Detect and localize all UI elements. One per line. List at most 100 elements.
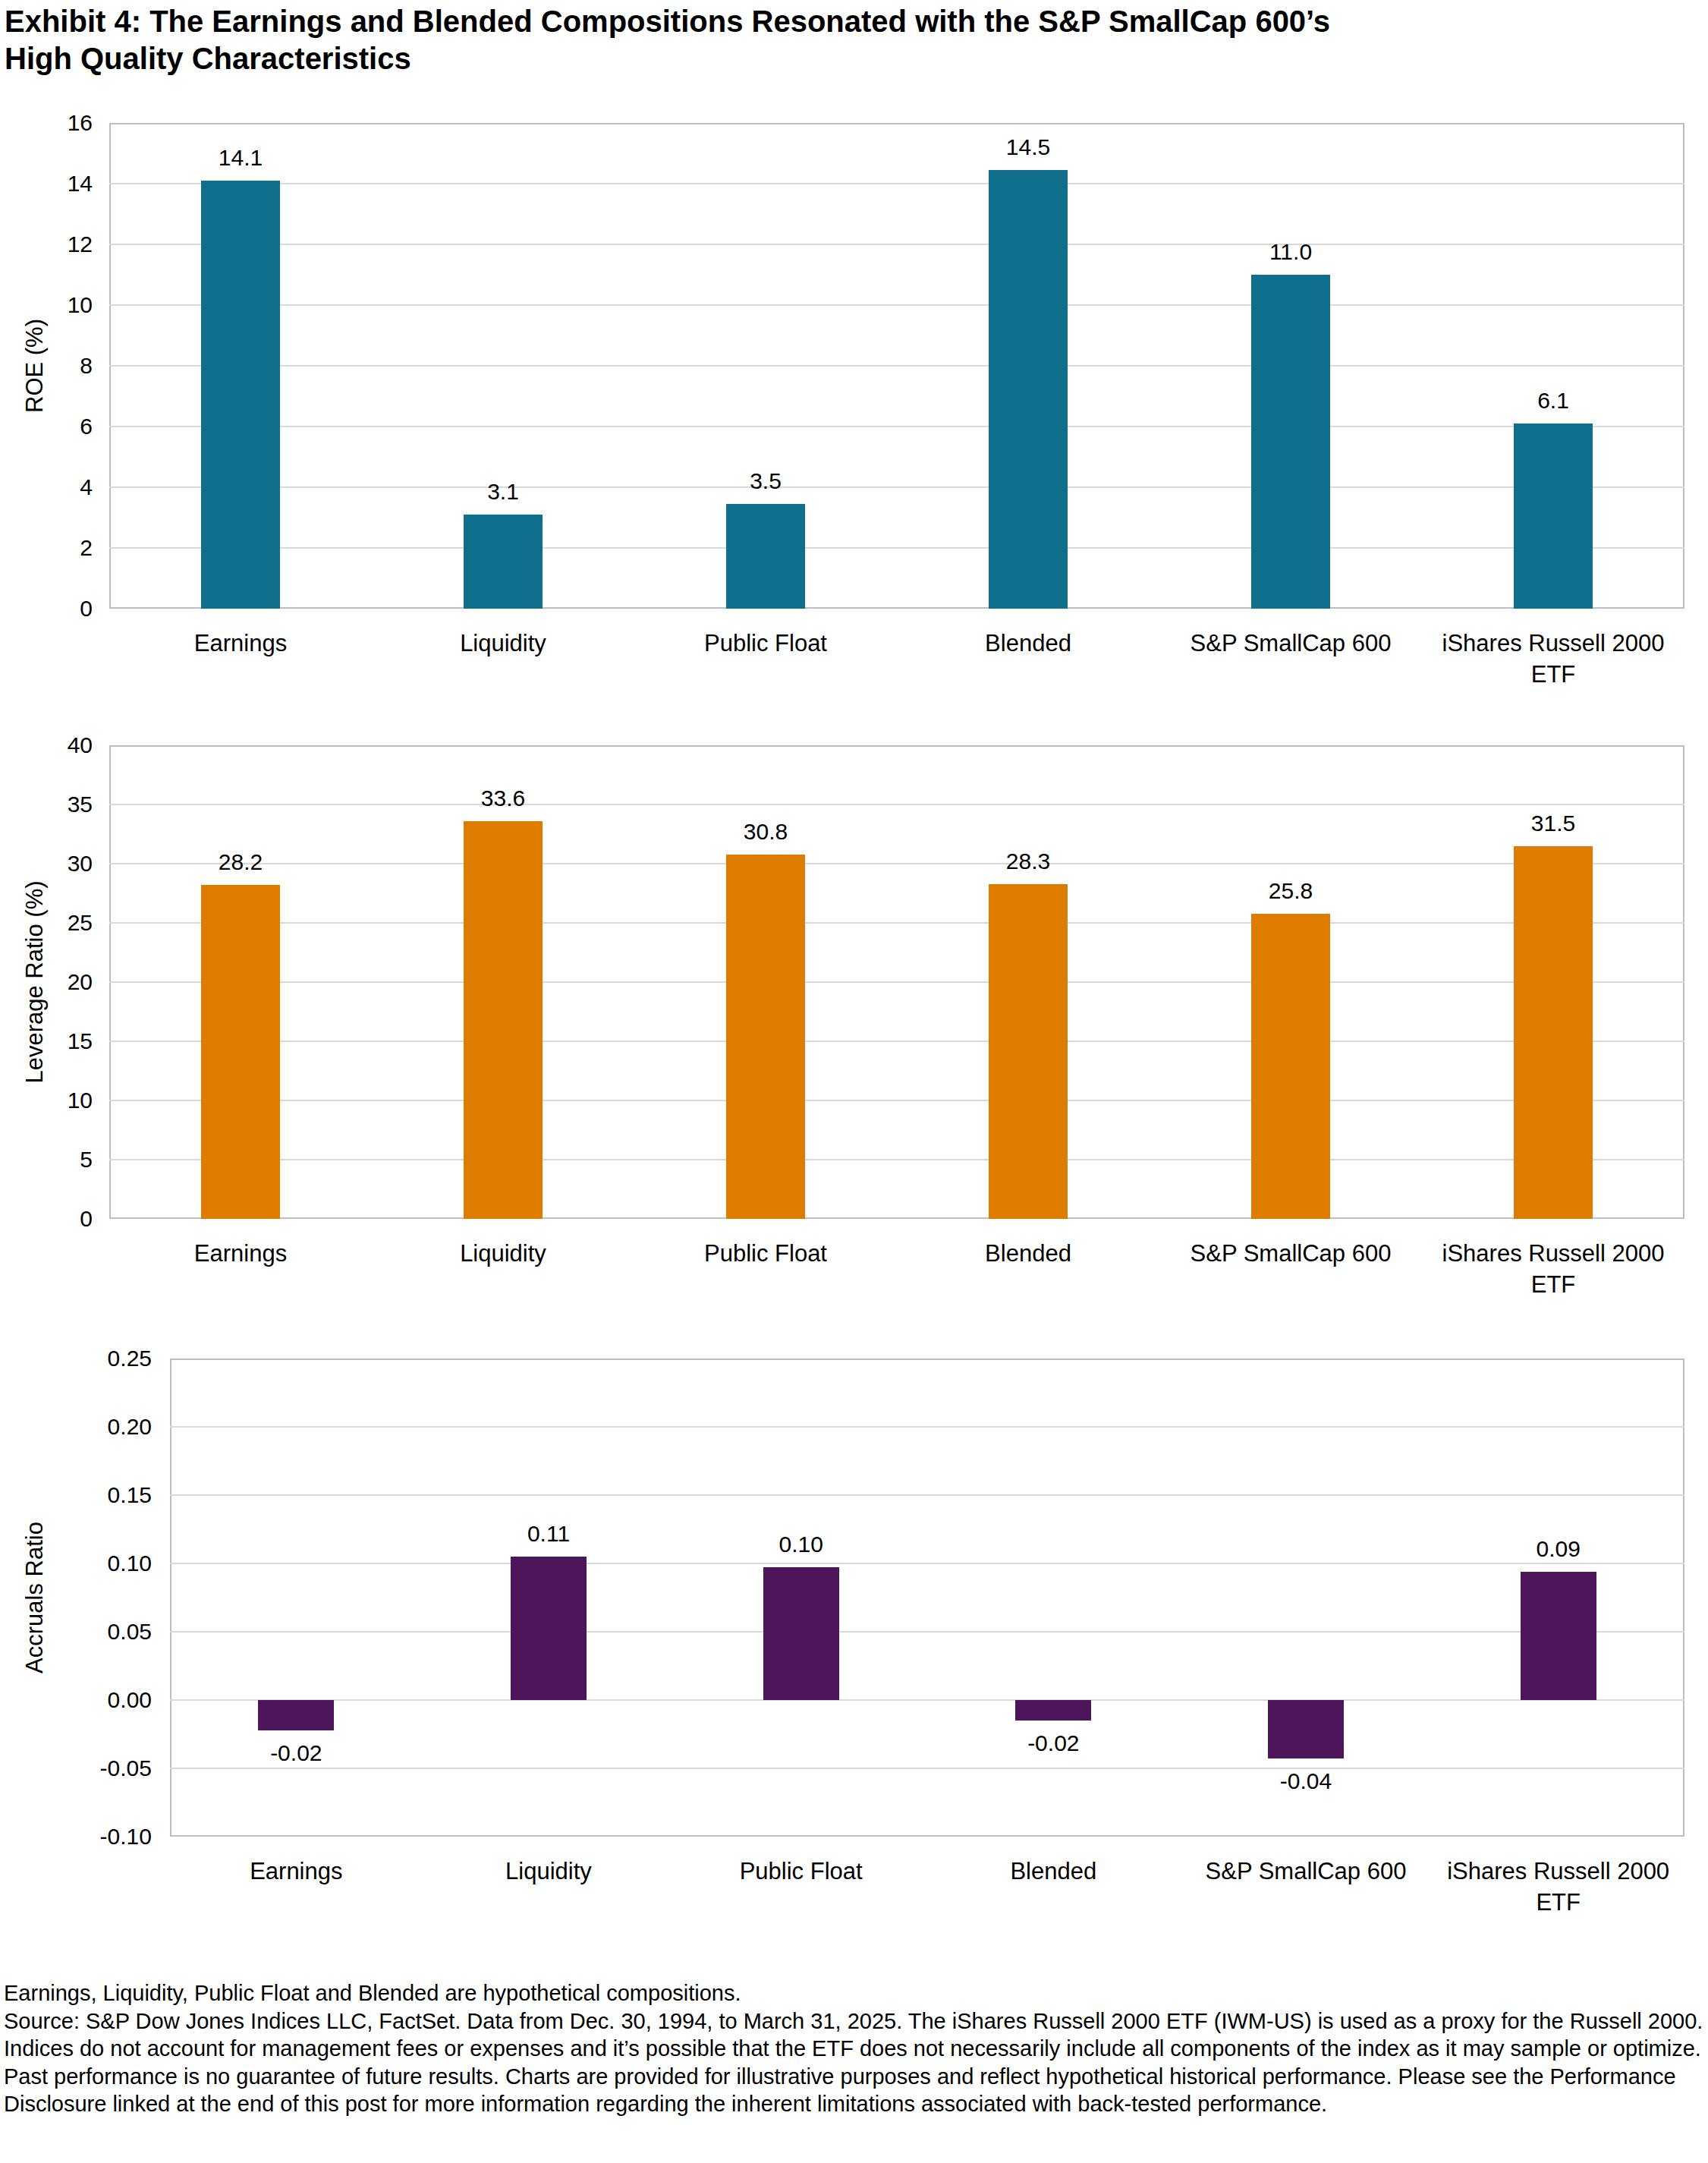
bar-value-label: -0.02 [212, 1740, 379, 1767]
page: Exhibit 4: The Earnings and Blended Comp… [0, 0, 1708, 2163]
bar-value-label: 3.5 [682, 468, 849, 495]
bar-value-label: -0.02 [970, 1730, 1137, 1757]
bar [726, 504, 805, 609]
y-tick-label: 0 [0, 1205, 93, 1233]
bar-value-label: 14.5 [945, 134, 1112, 161]
y-tick-label: -0.10 [0, 1823, 152, 1850]
y-tick-label: 4 [0, 474, 93, 501]
y-axis-title: ROE (%) [21, 319, 49, 413]
gridline [109, 863, 1684, 864]
y-tick-label: 0.20 [0, 1413, 152, 1440]
category-label: S&P SmallCap 600 [1180, 1856, 1433, 1888]
gridline [170, 1699, 1684, 1701]
bar-value-label: 11.0 [1207, 238, 1374, 266]
bar [989, 170, 1068, 609]
y-tick-label: 12 [0, 231, 93, 258]
y-tick-label: 0.15 [0, 1481, 152, 1509]
category-label: Public Float [634, 628, 897, 660]
category-label: iShares Russell 2000 ETF [1432, 1856, 1684, 1919]
footnote-block: Earnings, Liquidity, Public Float and Bl… [4, 1979, 1706, 2118]
gridline [109, 304, 1684, 306]
bar-value-label: 3.1 [420, 478, 587, 505]
category-label: Liquidity [423, 1856, 675, 1888]
gridline [170, 1494, 1684, 1496]
bar-value-label: 25.8 [1207, 877, 1374, 905]
gridline [109, 486, 1684, 488]
gridline [109, 365, 1684, 367]
category-label: Earnings [109, 1239, 372, 1270]
bar [989, 884, 1068, 1219]
gridline [109, 183, 1684, 184]
exhibit-title: Exhibit 4: The Earnings and Blended Comp… [5, 3, 1704, 77]
gridline [109, 981, 1684, 983]
category-label: iShares Russell 2000 ETF [1422, 628, 1684, 691]
bar [1251, 275, 1330, 609]
bar [464, 821, 543, 1219]
bar-value-label: 6.1 [1470, 387, 1637, 414]
gridline [109, 922, 1684, 924]
category-label: Blended [927, 1856, 1180, 1888]
bar-value-label: 0.09 [1475, 1535, 1642, 1563]
category-label: Public Float [634, 1239, 897, 1270]
bar [1268, 1700, 1344, 1758]
footnote-source: Source: S&P Dow Jones Indices LLC, FactS… [4, 2007, 1706, 2118]
y-axis-title: Leverage Ratio (%) [21, 880, 49, 1083]
category-label: Liquidity [372, 628, 634, 660]
bar [1514, 423, 1593, 609]
category-label: Blended [897, 1239, 1159, 1270]
bar-value-label: 30.8 [682, 818, 849, 845]
category-label: Blended [897, 628, 1159, 660]
bar [1521, 1572, 1596, 1700]
gridline [109, 804, 1684, 805]
bar [464, 515, 543, 609]
y-tick-label: 0 [0, 595, 93, 622]
gridline [170, 1631, 1684, 1632]
y-tick-label: 16 [0, 109, 93, 137]
bar-value-label: 33.6 [420, 785, 587, 812]
bar [763, 1567, 839, 1700]
plot-area [170, 1359, 1684, 1837]
bar [1015, 1700, 1091, 1721]
bar-value-label: 31.5 [1470, 810, 1637, 837]
bar [511, 1557, 587, 1700]
y-tick-label: 14 [0, 170, 93, 197]
gridline [109, 426, 1684, 427]
y-tick-label: 6 [0, 413, 93, 440]
bar-value-label: 0.11 [465, 1520, 632, 1547]
y-tick-label: 2 [0, 534, 93, 562]
category-label: S&P SmallCap 600 [1159, 628, 1422, 660]
y-tick-label: 10 [0, 291, 93, 319]
y-tick-label: 30 [0, 850, 93, 877]
bar [258, 1700, 334, 1730]
bar-value-label: 28.3 [945, 848, 1112, 875]
y-axis-title: Accruals Ratio [21, 1522, 49, 1673]
y-tick-label: 0.00 [0, 1686, 152, 1714]
gridline [109, 547, 1684, 549]
y-tick-label: 0.25 [0, 1345, 152, 1372]
category-label: Earnings [170, 1856, 423, 1888]
category-label: Public Float [675, 1856, 927, 1888]
gridline [170, 1426, 1684, 1428]
gridline [170, 1768, 1684, 1769]
gridline [170, 1563, 1684, 1564]
category-label: Liquidity [372, 1239, 634, 1270]
y-tick-label: 40 [0, 732, 93, 759]
gridline [109, 1041, 1684, 1042]
bar [1251, 914, 1330, 1219]
category-label: S&P SmallCap 600 [1159, 1239, 1422, 1270]
gridline [109, 244, 1684, 245]
y-tick-label: 5 [0, 1146, 93, 1173]
bar [201, 181, 280, 609]
gridline [109, 1100, 1684, 1101]
gridline [109, 1159, 1684, 1160]
bar [1514, 846, 1593, 1219]
bar-value-label: 0.10 [718, 1531, 885, 1558]
footnote-hypothetical: Earnings, Liquidity, Public Float and Bl… [4, 1979, 1706, 2007]
bar [726, 855, 805, 1219]
y-tick-label: 35 [0, 791, 93, 818]
category-label: Earnings [109, 628, 372, 660]
y-tick-label: 10 [0, 1087, 93, 1114]
bar [201, 885, 280, 1219]
bar-value-label: -0.04 [1222, 1768, 1389, 1795]
bar-value-label: 28.2 [157, 849, 324, 876]
